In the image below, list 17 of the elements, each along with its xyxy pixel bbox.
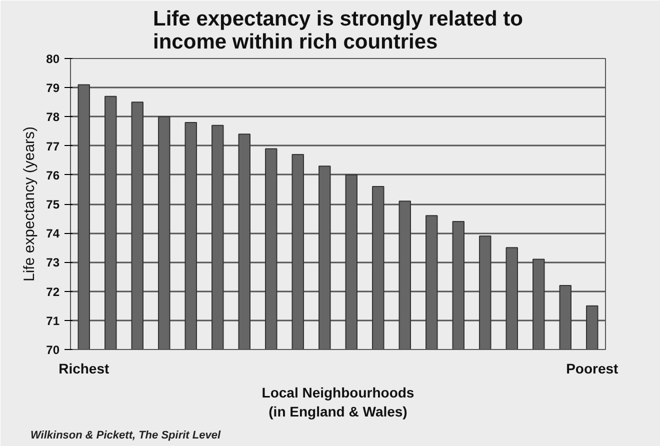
- y-tick-label: 75: [46, 198, 60, 212]
- chart-title: Life expectancy is strongly related to income within rich countries: [153, 8, 523, 54]
- y-tick-label: 79: [46, 81, 60, 96]
- y-tick-label: 80: [46, 52, 60, 66]
- y-tick-label: 78: [46, 110, 60, 124]
- y-axis-title: Life expectancy (years): [21, 126, 38, 282]
- y-tick-label: 76: [46, 168, 60, 182]
- y-tick-label: 72: [46, 284, 60, 299]
- y-tick-label: 74: [46, 226, 60, 241]
- y-tick-label: 77: [46, 139, 60, 154]
- x-tick-label: Poorest: [566, 360, 619, 376]
- y-tick-label: 70: [46, 343, 60, 357]
- x-axis-title: Local Neighbourhoods (in England & Wales): [262, 384, 414, 420]
- text: Wilkinson & Pickett, The Spirit Level: [30, 430, 222, 442]
- y-tick-label: 73: [46, 256, 60, 270]
- y-tick-label: 71: [46, 314, 60, 328]
- x-tick-label: Richest: [58, 360, 110, 376]
